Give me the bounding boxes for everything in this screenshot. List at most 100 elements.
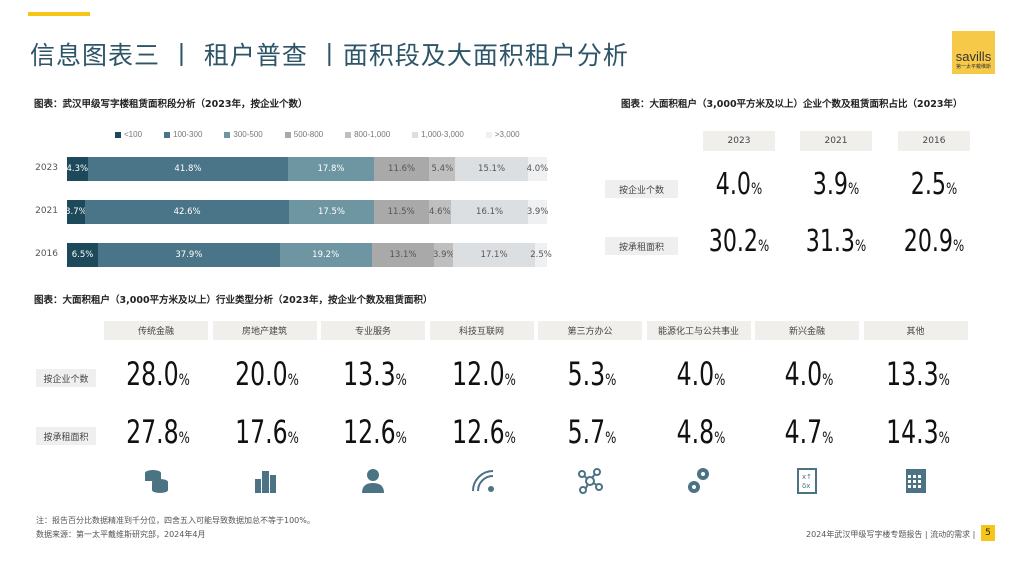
data-label-unit: % [336,164,345,174]
value-number: 31.3 [805,224,856,259]
value-number: 3.9 [812,167,848,202]
value-percent: % [287,370,299,389]
bar-segment: 4.3% [67,157,88,181]
stacked-bar-chart: 2023 4.3% 41.8% 17.8% 11.6% 5.4% 15.1% 4.0% 2021… [0,0,560,280]
accent-bar [28,12,90,16]
data-label-unit: % [496,164,506,174]
report-name: 2024年武汉甲级写字楼专题报告 | 流动的需求 | [806,530,976,539]
share-value: 4.0% [701,167,776,202]
industry-header: 其他 [863,321,968,340]
industry-value: 12.0% [441,355,526,393]
bar-segment: 15.1% [455,157,528,181]
value-number: 14.3 [885,413,939,451]
page-title: 信息图表三 丨 租户普查 丨面积段及大面积租户分析 [30,41,629,70]
legend-label: <100 [124,130,143,139]
footnote: 注：报告百分比数据精准到千分位，四舍五入可能导致数据加总不等于100%。 [36,516,315,525]
strategy-board-icon: x↑ δx [792,465,822,495]
industry-header: 科技互联网 [429,321,534,340]
value-percent: % [945,179,958,198]
data-label: 19.2 [312,250,332,260]
data-label-unit: % [78,207,87,217]
bar-segment: 11.5% [373,200,429,224]
value-number: 12.6 [343,413,396,451]
value-number: 4.7 [784,413,823,451]
industry-value: 5.3% [549,355,634,393]
data-label-unit: % [540,207,549,217]
year-header: 2016 [898,131,970,151]
bar-segment: 3.7% [65,200,87,224]
data-label-unit: % [445,164,454,174]
value-percent: % [504,428,516,447]
legend-swatch [224,131,231,138]
value-percent: % [178,370,190,389]
value-number: 12.0 [451,355,505,393]
logo-text: savills [955,49,992,64]
bar-segment: 17.8% [288,157,374,181]
value-number: 4.0 [715,167,751,202]
value-percent: % [713,370,725,389]
bar-segment: 17.1% [453,243,535,267]
industry-value: 4.0% [658,355,743,393]
value-percent: % [938,370,950,389]
bar-segment: 3.9% [526,200,549,224]
value-number: 4.0 [784,355,823,393]
legend-label: >3,000 [494,130,520,139]
data-label-unit: % [192,207,201,217]
data-label-unit: % [499,250,508,260]
logo-subtext: 第一太平戴维斯 [955,64,991,70]
legend-item: >3,000 [485,130,520,139]
bar-segment: 11.6% [373,157,430,181]
data-label-unit: % [408,250,417,260]
data-source: 数据来源：第一太平戴维斯研究部，2024年4月 [36,530,206,539]
industry-value: 17.6% [224,413,309,451]
industry-header: 传统金融 [104,321,208,340]
industry-chart-title: 图表：大面积租户（3,000平方米及以上）行业类型分析（2023年，按企业个数及… [34,295,433,306]
data-label: 11.5 [387,207,407,217]
data-label: 15.1 [478,164,497,174]
industry-header: 能源化工与公共事业 [646,321,751,340]
network-icon [575,465,605,495]
svg-text:δx: δx [802,482,810,490]
value-number: 4.8 [676,413,714,451]
value-number: 12.6 [451,413,505,451]
row-label: 按企业个数 [605,180,678,198]
data-label: 6.5 [71,250,86,260]
data-label-unit: % [85,250,94,260]
bar-segment: 41.8% [87,157,289,181]
industry-value: 4.7% [766,413,851,451]
value-number: 4.0 [676,355,714,393]
year-header: 2023 [703,131,775,151]
savills-logo: savills 第一太平戴维斯 [952,31,995,74]
legend-label: 1,000-3,000 [421,130,464,139]
legend-label: 800-1,000 [354,130,391,139]
data-label: 5.4 [431,164,446,174]
value-percent: % [822,370,834,389]
value-number: 28.0 [126,355,179,393]
value-percent: % [847,179,860,198]
data-label: 17.5 [317,207,337,217]
data-label: 3.9 [432,250,447,260]
legend-item: 800-1,000 [345,130,390,139]
legend-label: 100-300 [173,130,203,139]
value-number: 2.5 [910,167,946,202]
value-percent: % [713,428,725,447]
legend-swatch [412,131,419,138]
bar-segment: 6.5% [67,243,99,267]
legend-label: 300-500 [233,130,263,139]
industry-value: 13.3% [875,355,960,393]
bar-segment: 37.9% [98,243,280,267]
buildings-icon [250,465,280,495]
data-label: 42.6 [173,207,193,217]
share-value: 31.3% [798,224,873,259]
data-label-unit: % [442,207,451,217]
value-percent: % [605,428,617,447]
legend-item: 1,000-3,000 [412,130,464,139]
y-tick-label: 2016 [35,249,58,259]
value-percent: % [395,370,407,389]
value-percent: % [605,370,617,389]
year-header: 2021 [800,131,872,151]
data-label: 3.9 [526,207,541,217]
page-number: 5 [981,525,995,541]
data-label: 2.5 [530,250,544,260]
data-label-unit: % [406,207,415,217]
